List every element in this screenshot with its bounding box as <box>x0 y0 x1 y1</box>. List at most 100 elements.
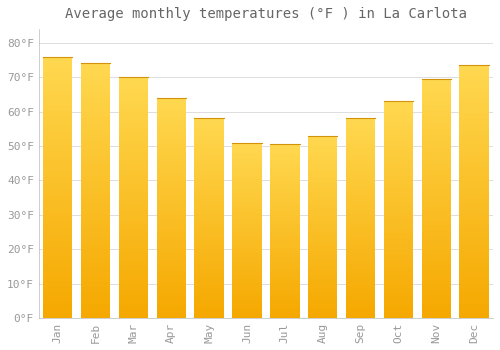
Bar <box>308 161 338 163</box>
Bar <box>460 295 489 298</box>
Bar <box>194 306 224 308</box>
Bar <box>118 238 148 241</box>
Bar <box>270 269 300 271</box>
Bar <box>43 83 72 85</box>
Bar <box>384 147 413 149</box>
Bar <box>156 230 186 232</box>
Bar <box>346 304 376 306</box>
Bar <box>422 117 451 120</box>
Bar <box>270 313 300 314</box>
Bar <box>422 258 451 261</box>
Bar <box>308 192 338 194</box>
Bar <box>422 107 451 110</box>
Bar <box>460 303 489 305</box>
Bar <box>308 296 338 298</box>
Bar <box>422 280 451 282</box>
Bar <box>308 165 338 167</box>
Bar <box>118 270 148 272</box>
Bar <box>346 180 376 182</box>
Bar <box>384 101 413 104</box>
Bar <box>232 146 262 148</box>
Bar <box>156 113 186 116</box>
Bar <box>460 247 489 250</box>
Bar <box>194 145 224 146</box>
Bar <box>308 214 338 216</box>
Bar <box>81 181 110 183</box>
Bar <box>194 314 224 316</box>
Bar <box>43 161 72 164</box>
Bar <box>81 158 110 160</box>
Bar <box>156 312 186 314</box>
Bar <box>156 254 186 256</box>
Bar <box>422 100 451 103</box>
Bar <box>156 309 186 312</box>
Bar <box>118 251 148 253</box>
Bar <box>156 166 186 168</box>
Bar <box>43 153 72 156</box>
Bar <box>308 172 338 174</box>
Bar <box>81 91 110 94</box>
Bar <box>232 211 262 213</box>
Bar <box>43 258 72 260</box>
Bar <box>270 200 300 202</box>
Bar <box>460 121 489 123</box>
Bar <box>194 132 224 134</box>
Bar <box>422 189 451 191</box>
Bar <box>194 126 224 128</box>
Bar <box>194 294 224 296</box>
Bar <box>460 191 489 194</box>
Bar <box>460 78 489 80</box>
Bar <box>43 279 72 281</box>
Bar <box>81 99 110 102</box>
Bar <box>460 209 489 212</box>
Bar <box>194 234 224 236</box>
Bar <box>384 134 413 136</box>
Bar <box>194 270 224 272</box>
Bar <box>270 212 300 214</box>
Bar <box>384 106 413 108</box>
Bar <box>118 217 148 219</box>
Bar <box>346 152 376 154</box>
Bar <box>308 210 338 212</box>
Bar <box>308 150 338 152</box>
Bar <box>422 196 451 198</box>
Bar <box>422 103 451 105</box>
Bar <box>270 271 300 273</box>
Bar <box>156 184 186 186</box>
Bar <box>270 221 300 222</box>
Bar <box>384 177 413 179</box>
Bar <box>270 259 300 261</box>
Bar <box>384 197 413 199</box>
Bar <box>81 155 110 158</box>
Bar <box>460 214 489 217</box>
Bar <box>384 214 413 216</box>
Bar <box>118 142 148 145</box>
Bar <box>156 274 186 276</box>
Bar <box>346 282 376 284</box>
Bar <box>346 154 376 156</box>
Bar <box>43 200 72 203</box>
Bar <box>194 208 224 210</box>
Bar <box>346 228 376 230</box>
Bar <box>156 126 186 129</box>
Bar <box>194 138 224 140</box>
Bar <box>384 259 413 261</box>
Bar <box>118 140 148 142</box>
Bar <box>460 308 489 310</box>
Bar <box>81 79 110 81</box>
Bar <box>194 252 224 254</box>
Bar <box>422 146 451 148</box>
Bar <box>81 313 110 315</box>
Bar <box>384 125 413 127</box>
Bar <box>194 168 224 170</box>
Bar <box>308 269 338 271</box>
Bar <box>194 236 224 238</box>
Bar <box>81 132 110 135</box>
Bar <box>156 162 186 164</box>
Bar <box>232 243 262 244</box>
Bar <box>232 257 262 258</box>
Bar <box>460 290 489 293</box>
Bar <box>43 185 72 187</box>
Bar <box>81 272 110 275</box>
Bar <box>460 73 489 75</box>
